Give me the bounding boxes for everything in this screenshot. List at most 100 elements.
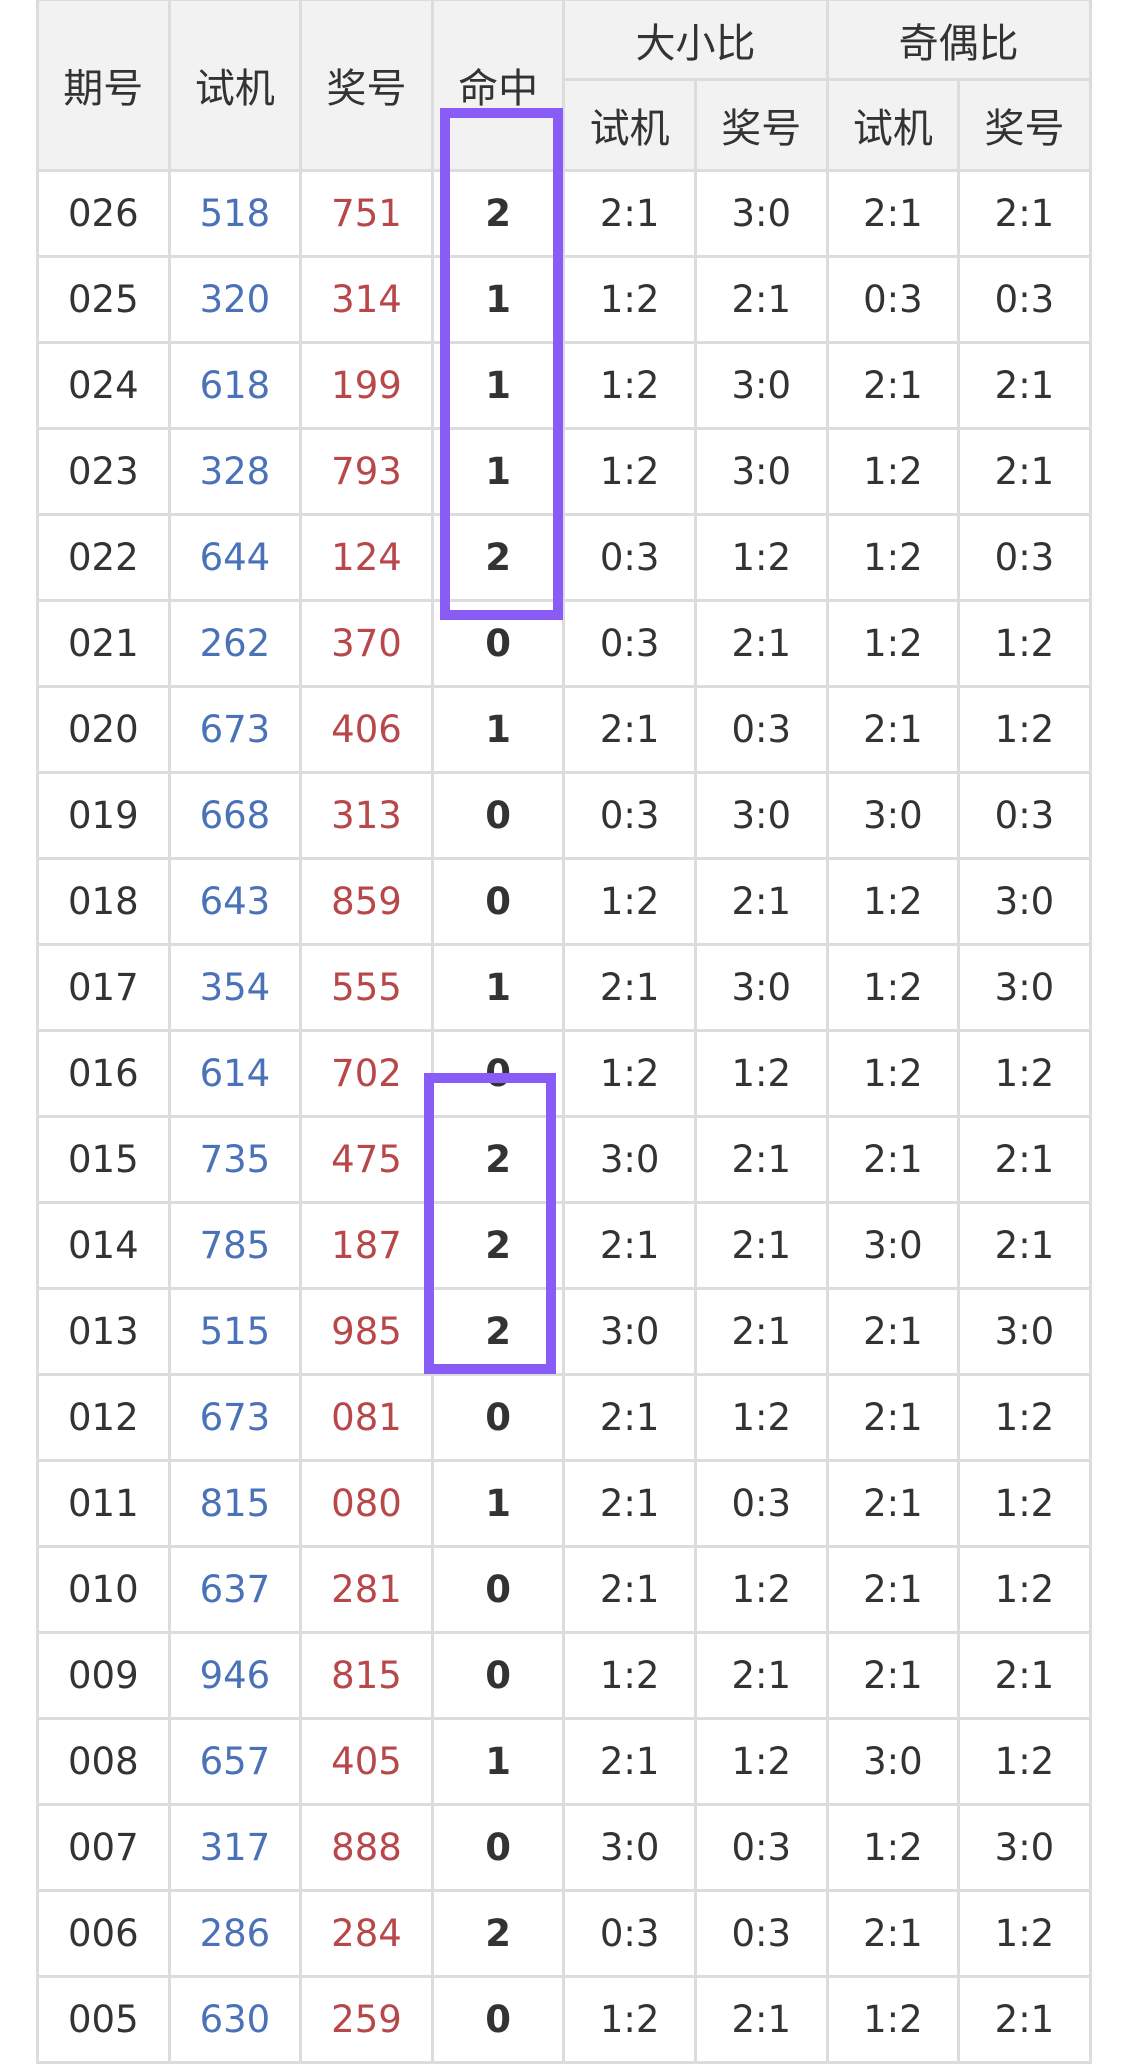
hit-count-cell: 1 (430, 255, 566, 344)
size-ratio-prize-cell: 1:2 (693, 513, 829, 602)
header-parity-ratio: 奇偶比 (825, 0, 1092, 81)
test-number-cell: 614 (167, 1029, 303, 1118)
parity-ratio-prize-cell: 3:0 (957, 943, 1092, 1032)
parity-ratio-prize-cell: 0:3 (957, 255, 1092, 344)
test-number-cell: 262 (167, 599, 303, 688)
size-ratio-prize-cell: 2:1 (693, 1115, 829, 1204)
hit-count-cell: 1 (430, 1459, 566, 1548)
test-number-cell: 286 (167, 1889, 303, 1978)
table-row: 026 518 751 2 2:1 3:0 2:1 2:1 (36, 169, 1092, 258)
parity-ratio-prize-cell: 1:2 (957, 599, 1092, 688)
period-cell: 025 (36, 255, 171, 344)
table-row: 012 673 081 0 2:1 1:2 2:1 1:2 (36, 1373, 1092, 1462)
parity-ratio-test-cell: 1:2 (825, 427, 961, 516)
prize-number-cell: 124 (299, 513, 434, 602)
table-row: 007 317 888 0 3:0 0:3 1:2 3:0 (36, 1803, 1092, 1892)
test-number-cell: 328 (167, 427, 303, 516)
size-ratio-prize-cell: 3:0 (693, 943, 829, 1032)
hit-count-cell: 1 (430, 943, 566, 1032)
prize-number-cell: 985 (299, 1287, 434, 1376)
header-test-number: 试机 (167, 0, 303, 172)
test-number-cell: 673 (167, 685, 303, 774)
parity-ratio-prize-cell: 1:2 (957, 1459, 1092, 1548)
size-ratio-test-cell: 2:1 (562, 943, 697, 1032)
hit-count-cell: 2 (430, 169, 566, 258)
header-period: 期号 (36, 0, 171, 172)
table-row: 023 328 793 1 1:2 3:0 1:2 2:1 (36, 427, 1092, 516)
header-size-ratio: 大小比 (562, 0, 829, 81)
hit-count-cell: 2 (430, 1201, 566, 1290)
period-cell: 022 (36, 513, 171, 602)
prize-number-cell: 313 (299, 771, 434, 860)
size-ratio-prize-cell: 2:1 (693, 857, 829, 946)
test-number-cell: 637 (167, 1545, 303, 1634)
header-size-prize: 奖号 (693, 78, 829, 172)
test-number-cell: 673 (167, 1373, 303, 1462)
period-cell: 010 (36, 1545, 171, 1634)
parity-ratio-test-cell: 3:0 (825, 771, 961, 860)
hit-count-cell: 0 (430, 1373, 566, 1462)
hit-count-cell: 0 (430, 1545, 566, 1634)
period-cell: 008 (36, 1717, 171, 1806)
size-ratio-test-cell: 0:3 (562, 1889, 697, 1978)
size-ratio-test-cell: 1:2 (562, 1975, 697, 2064)
period-cell: 024 (36, 341, 171, 430)
period-cell: 016 (36, 1029, 171, 1118)
size-ratio-test-cell: 2:1 (562, 1459, 697, 1548)
prize-number-cell: 888 (299, 1803, 434, 1892)
size-ratio-prize-cell: 2:1 (693, 255, 829, 344)
size-ratio-test-cell: 2:1 (562, 169, 697, 258)
table-row: 009 946 815 0 1:2 2:1 2:1 2:1 (36, 1631, 1092, 1720)
lottery-results-table-wrap: 期号 试机 奖号 命中 大小比 奇偶比 试机 奖号 试机 奖号 026 518 75… (36, 0, 1092, 2064)
test-number-cell: 643 (167, 857, 303, 946)
hit-count-cell: 0 (430, 1631, 566, 1720)
size-ratio-prize-cell: 3:0 (693, 341, 829, 430)
hit-count-cell: 0 (430, 599, 566, 688)
test-number-cell: 644 (167, 513, 303, 602)
table-body: 026 518 751 2 2:1 3:0 2:1 2:1 025 320 314 1 1:2 2:1 0:… (36, 169, 1092, 2064)
test-number-cell: 785 (167, 1201, 303, 1290)
parity-ratio-prize-cell: 3:0 (957, 1287, 1092, 1376)
table-row: 016 614 702 0 1:2 1:2 1:2 1:2 (36, 1029, 1092, 1118)
prize-number-cell: 259 (299, 1975, 434, 2064)
parity-ratio-test-cell: 2:1 (825, 1373, 961, 1462)
period-cell: 018 (36, 857, 171, 946)
parity-ratio-prize-cell: 0:3 (957, 771, 1092, 860)
parity-ratio-prize-cell: 2:1 (957, 1201, 1092, 1290)
header-row-sub: 试机 奖号 试机 奖号 (38, 78, 1092, 172)
parity-ratio-test-cell: 3:0 (825, 1201, 961, 1290)
prize-number-cell: 081 (299, 1373, 434, 1462)
size-ratio-test-cell: 0:3 (562, 513, 697, 602)
prize-number-cell: 314 (299, 255, 434, 344)
size-ratio-prize-cell: 3:0 (693, 169, 829, 258)
prize-number-cell: 859 (299, 857, 434, 946)
parity-ratio-prize-cell: 2:1 (957, 1115, 1092, 1204)
prize-number-cell: 370 (299, 599, 434, 688)
table-row: 015 735 475 2 3:0 2:1 2:1 2:1 (36, 1115, 1092, 1204)
period-cell: 021 (36, 599, 171, 688)
test-number-cell: 515 (167, 1287, 303, 1376)
size-ratio-prize-cell: 2:1 (693, 1975, 829, 2064)
parity-ratio-prize-cell: 2:1 (957, 1975, 1092, 2064)
size-ratio-test-cell: 1:2 (562, 341, 697, 430)
prize-number-cell: 702 (299, 1029, 434, 1118)
size-ratio-test-cell: 2:1 (562, 1201, 697, 1290)
parity-ratio-test-cell: 2:1 (825, 1545, 961, 1634)
table-row: 006 286 284 2 0:3 0:3 2:1 1:2 (36, 1889, 1092, 1978)
test-number-cell: 630 (167, 1975, 303, 2064)
parity-ratio-test-cell: 1:2 (825, 513, 961, 602)
parity-ratio-test-cell: 2:1 (825, 1287, 961, 1376)
table-row: 024 618 199 1 1:2 3:0 2:1 2:1 (36, 341, 1092, 430)
size-ratio-prize-cell: 0:3 (693, 1459, 829, 1548)
period-cell: 015 (36, 1115, 171, 1204)
size-ratio-test-cell: 3:0 (562, 1115, 697, 1204)
parity-ratio-prize-cell: 1:2 (957, 1717, 1092, 1806)
prize-number-cell: 555 (299, 943, 434, 1032)
parity-ratio-test-cell: 2:1 (825, 169, 961, 258)
prize-number-cell: 284 (299, 1889, 434, 1978)
parity-ratio-test-cell: 2:1 (825, 1459, 961, 1548)
table-row: 017 354 555 1 2:1 3:0 1:2 3:0 (36, 943, 1092, 1032)
size-ratio-prize-cell: 2:1 (693, 599, 829, 688)
header-prize-number: 奖号 (299, 0, 434, 172)
prize-number-cell: 475 (299, 1115, 434, 1204)
